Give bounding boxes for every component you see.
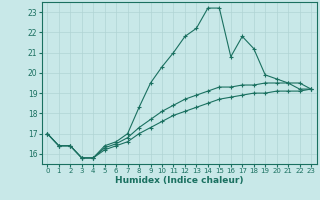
X-axis label: Humidex (Indice chaleur): Humidex (Indice chaleur) [115, 176, 244, 185]
